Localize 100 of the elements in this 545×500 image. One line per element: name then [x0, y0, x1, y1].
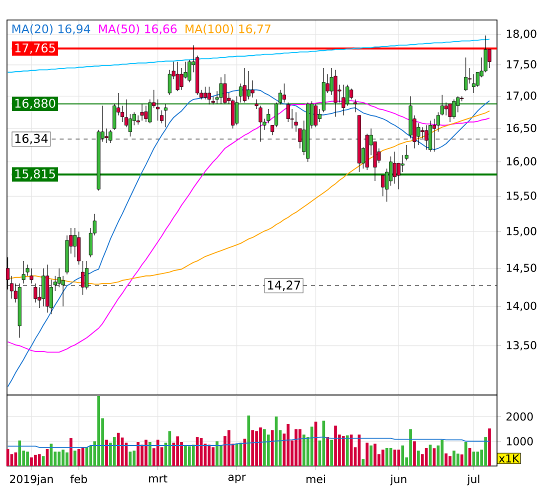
bar: [334, 426, 337, 466]
candlestick: [318, 108, 322, 122]
bar: [184, 445, 187, 466]
candlestick: [432, 118, 436, 152]
bar: [362, 459, 365, 466]
text: MA(20) 16,94: [12, 24, 90, 35]
y-tick-label: 16,00: [506, 157, 536, 167]
y-tick-label: 14,00: [506, 302, 536, 312]
bar: [97, 396, 100, 466]
candlestick: [144, 105, 148, 122]
candlestick: [381, 175, 385, 197]
candlestick: [392, 151, 397, 184]
x-tick-label: apr: [228, 474, 246, 484]
y-tick-label: 14,50: [506, 264, 536, 274]
bar: [212, 447, 215, 466]
bar: [247, 416, 250, 466]
candlestick: [350, 88, 354, 100]
y-tick-label: 2000: [506, 412, 533, 421]
bar: [220, 445, 222, 466]
candlestick: [84, 260, 89, 290]
candlestick: [346, 84, 350, 106]
bar: [346, 435, 349, 466]
bar: [488, 428, 491, 466]
y-tick-label: 17,00: [506, 92, 536, 101]
candlestick: [353, 99, 358, 113]
candlestick: [203, 86, 207, 100]
y-tick-label: 15,50: [506, 192, 536, 201]
candlestick: [250, 80, 254, 98]
bar: [484, 437, 487, 466]
candlestick: [448, 104, 452, 122]
y-tick-label: 16,50: [506, 124, 536, 134]
bar: [270, 430, 274, 466]
bar: [38, 454, 41, 466]
x-tick-label: mei: [306, 474, 325, 484]
y-tick-label: 17,50: [506, 60, 536, 70]
candlestick: [400, 154, 404, 172]
x-tick-label: jun: [390, 474, 406, 486]
bar: [42, 456, 45, 466]
bar: [77, 448, 80, 466]
bar: [374, 444, 376, 466]
candlestick: [53, 276, 57, 292]
candlestick: [140, 104, 144, 121]
candlestick: [238, 83, 243, 103]
candlestick: [452, 99, 456, 120]
bar: [401, 445, 404, 466]
bar: [176, 436, 179, 466]
bar: [326, 437, 330, 466]
candlestick: [476, 72, 480, 88]
bar: [322, 420, 326, 466]
bar: [26, 452, 29, 466]
candlestick: [464, 57, 468, 92]
candlestick: [42, 268, 46, 307]
candlestick: [416, 122, 420, 146]
bar: [476, 452, 480, 466]
y-tick-label: 1000: [506, 437, 533, 446]
text: MA(100) 16,77: [186, 24, 270, 35]
x-tick-label: mrt: [149, 474, 168, 482]
candlestick: [22, 260, 26, 284]
candlestick: [286, 102, 290, 122]
bar: [66, 452, 68, 466]
bar: [366, 442, 369, 466]
candlestick: [30, 268, 34, 284]
bar: [286, 424, 290, 466]
x-tick-label: feb: [70, 474, 88, 484]
bar: [424, 448, 428, 466]
candlestick: [128, 114, 132, 137]
candlestick: [223, 74, 227, 104]
bar: [132, 450, 136, 466]
candlestick: [389, 156, 393, 186]
bar: [30, 457, 33, 466]
candlestick: [444, 102, 448, 116]
bar: [58, 452, 61, 466]
candlestick: [168, 70, 172, 96]
candlestick: [108, 130, 112, 144]
candlestick: [278, 90, 282, 105]
bar: [452, 450, 456, 466]
bar: [294, 429, 298, 466]
bar: [148, 442, 152, 466]
text: MA(50) 16,66: [99, 24, 177, 35]
ref-line-label: 16,34: [15, 134, 48, 144]
bar: [342, 436, 345, 466]
bar: [73, 450, 76, 466]
bar: [385, 448, 388, 466]
bar: [302, 434, 306, 466]
candlestick: [246, 70, 250, 100]
x-tick-label: 2019jan: [10, 474, 53, 486]
candlestick: [342, 84, 346, 116]
bar: [255, 431, 258, 466]
bar: [444, 453, 448, 466]
bar: [263, 429, 266, 466]
candlestick: [424, 124, 428, 150]
bar: [460, 454, 464, 466]
y-tick-label: 18,00: [506, 30, 536, 39]
x-tick-label: jul: [467, 474, 480, 486]
y-tick-label: 13,50: [506, 341, 536, 350]
bar: [116, 432, 120, 466]
candlestick: [488, 49, 492, 68]
candlestick: [472, 74, 476, 94]
bar: [251, 430, 254, 466]
ref-line-label: 17,765: [15, 43, 55, 54]
